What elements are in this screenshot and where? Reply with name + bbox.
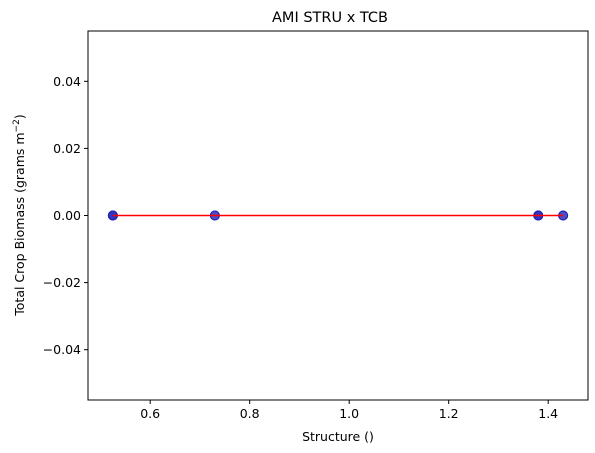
x-axis-ticks: 0.6 0.8 1.0 1.2 1.4 bbox=[140, 400, 558, 421]
x-tick-label: 1.0 bbox=[339, 406, 359, 421]
plot-marks bbox=[107, 210, 569, 221]
x-tick-label: 1.2 bbox=[439, 406, 459, 421]
y-tick-label: 0.00 bbox=[53, 208, 81, 223]
x-tick-label: 0.8 bbox=[240, 406, 260, 421]
y-tick-label: −0.02 bbox=[43, 275, 81, 290]
chart-title: AMI STRU x TCB bbox=[272, 10, 388, 26]
x-tick-label: 1.4 bbox=[538, 406, 558, 421]
x-tick-label: 0.6 bbox=[140, 406, 160, 421]
y-axis-ticks: −0.04 −0.02 0.00 0.02 0.04 bbox=[43, 74, 88, 357]
x-axis-label: Structure () bbox=[302, 429, 374, 444]
y-axis-label: Total Crop Biomass (grams m−2) bbox=[12, 114, 27, 316]
y-axis-label-end: ) bbox=[12, 114, 27, 119]
y-tick-label: 0.02 bbox=[53, 141, 81, 156]
y-axis-label-main: Total Crop Biomass (grams m bbox=[12, 132, 27, 316]
y-tick-label: −0.04 bbox=[43, 342, 81, 357]
y-axis-label-superscript: −2 bbox=[12, 119, 22, 132]
y-tick-label: 0.04 bbox=[53, 74, 81, 89]
plot-frame bbox=[87, 30, 589, 401]
